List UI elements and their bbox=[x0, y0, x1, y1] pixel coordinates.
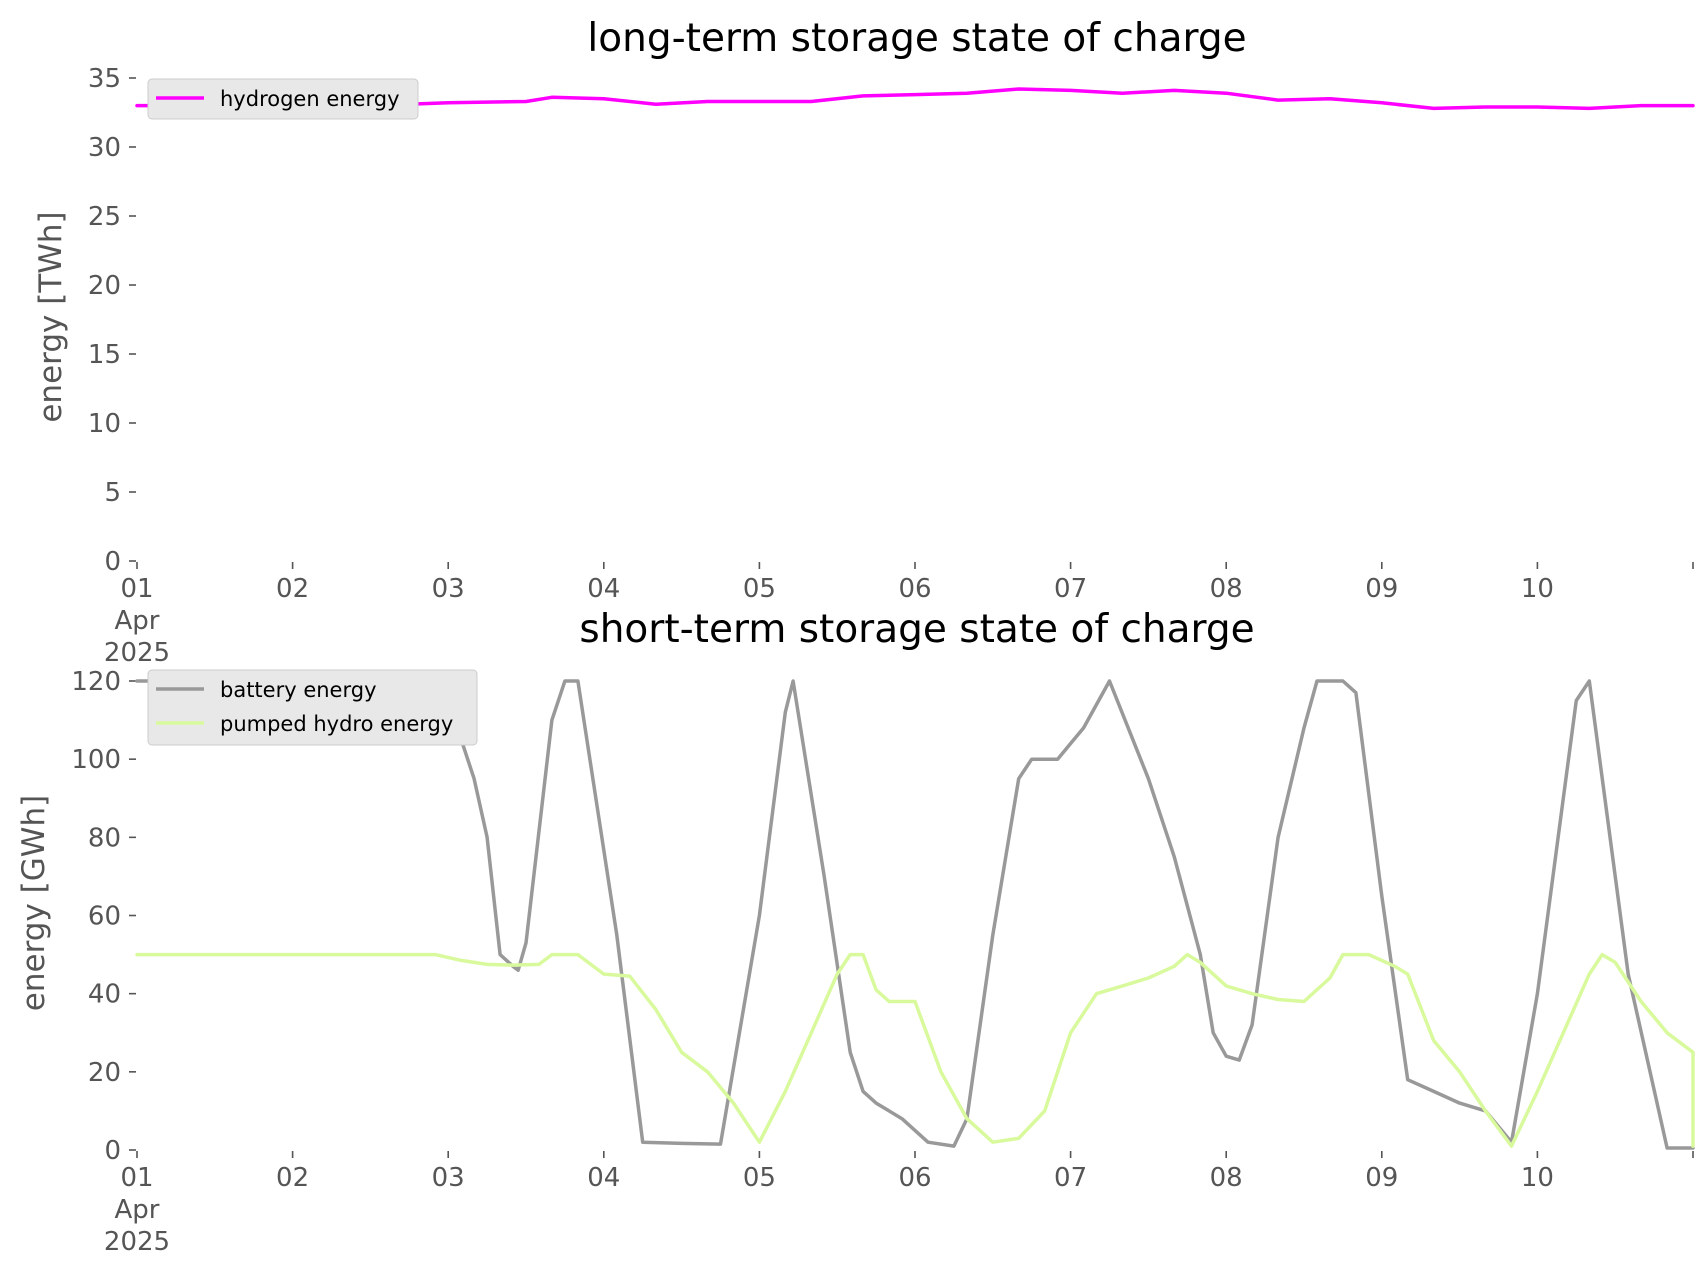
bot-y-tick-label: 120 bbox=[71, 667, 121, 697]
top-x-tick-label: 02 bbox=[276, 574, 309, 604]
bottom-chart-title: short-term storage state of charge bbox=[579, 607, 1254, 652]
top-y-tick-label: 15 bbox=[88, 340, 121, 370]
top-x-tick-label: 08 bbox=[1210, 574, 1243, 604]
top-y-axis: 0 5 10 15 20 25 30 35 bbox=[88, 64, 136, 577]
top-y-axis-label: energy [TWh] bbox=[33, 211, 69, 422]
top-y-tick-label: 20 bbox=[88, 271, 121, 301]
bot-y-tick-label: 20 bbox=[88, 1058, 121, 1088]
top-panel: long-term storage state of charge energy… bbox=[33, 16, 1695, 668]
bot-x-tick-label: 2025 bbox=[104, 1227, 170, 1257]
top-chart-title: long-term storage state of charge bbox=[587, 16, 1246, 61]
bot-x-tick-label: 05 bbox=[743, 1163, 776, 1193]
bottom-legend-label-battery: battery energy bbox=[220, 678, 377, 702]
top-legend-label-hydrogen: hydrogen energy bbox=[220, 87, 400, 111]
bot-y-tick-label: 100 bbox=[71, 745, 121, 775]
bot-x-tick-label: 10 bbox=[1521, 1163, 1554, 1193]
top-legend-box bbox=[147, 78, 419, 120]
top-plot-area bbox=[135, 87, 1695, 111]
top-y-tick-label: 35 bbox=[88, 64, 121, 94]
top-x-tick-label: 09 bbox=[1365, 574, 1398, 604]
bot-y-tick-label: 40 bbox=[88, 980, 121, 1010]
bottom-legend-box bbox=[147, 669, 478, 746]
bot-x-tick-label: 06 bbox=[898, 1163, 931, 1193]
bot-y-tick-label: 0 bbox=[104, 1136, 121, 1166]
top-y-tick-label: 25 bbox=[88, 202, 121, 232]
bottom-plot-area bbox=[135, 679, 1695, 1150]
bot-x-tick-label: 07 bbox=[1054, 1163, 1087, 1193]
top-y-tick-label: 30 bbox=[88, 133, 121, 163]
top-legend: hydrogen energy bbox=[147, 78, 419, 120]
top-series-line-0 bbox=[135, 87, 1695, 111]
top-x-tick-label: 03 bbox=[432, 574, 465, 604]
bottom-y-axis: 0 20 40 60 80 100 120 bbox=[71, 667, 136, 1166]
top-x-tick-label: 05 bbox=[743, 574, 776, 604]
bot-x-tick-label: 04 bbox=[587, 1163, 620, 1193]
bot-x-tick-label: 01 bbox=[120, 1163, 153, 1193]
top-x-tick-label: 2025 bbox=[104, 638, 170, 668]
top-y-tick-label: 0 bbox=[104, 547, 121, 577]
top-y-tick-label: 5 bbox=[104, 478, 121, 508]
bot-y-tick-label: 60 bbox=[88, 902, 121, 932]
top-x-tick-label: 06 bbox=[898, 574, 931, 604]
bot-series-line-1 bbox=[135, 952, 1695, 1148]
bot-x-tick-label: 02 bbox=[276, 1163, 309, 1193]
top-x-tick-label: 07 bbox=[1054, 574, 1087, 604]
bottom-panel: short-term storage state of charge energ… bbox=[16, 607, 1695, 1257]
bot-x-tick-label: 09 bbox=[1365, 1163, 1398, 1193]
bot-x-tick-label: Apr bbox=[115, 1195, 160, 1225]
top-x-tick-label: 01 bbox=[120, 574, 153, 604]
bottom-y-axis-label: energy [GWh] bbox=[16, 795, 52, 1011]
top-x-tick-label: Apr bbox=[115, 606, 160, 636]
top-y-tick-label: 10 bbox=[88, 409, 121, 439]
bot-y-tick-label: 80 bbox=[88, 823, 121, 853]
top-x-tick-label: 10 bbox=[1521, 574, 1554, 604]
bot-x-tick-label: 08 bbox=[1210, 1163, 1243, 1193]
bot-series-line-0 bbox=[135, 679, 1695, 1150]
bot-x-tick-label: 03 bbox=[432, 1163, 465, 1193]
bottom-legend-label-pumped-hydro: pumped hydro energy bbox=[220, 712, 453, 736]
top-x-tick-label: 04 bbox=[587, 574, 620, 604]
bottom-legend: battery energy pumped hydro energy bbox=[147, 669, 478, 746]
